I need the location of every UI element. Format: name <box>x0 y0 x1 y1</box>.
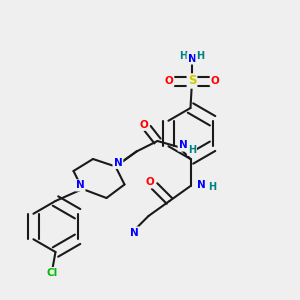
Text: N: N <box>130 227 139 238</box>
Text: O: O <box>211 76 220 86</box>
Text: S: S <box>188 74 196 88</box>
Text: N: N <box>76 180 85 190</box>
Text: N: N <box>178 140 188 151</box>
Text: H: H <box>208 182 216 193</box>
Text: Cl: Cl <box>47 268 58 278</box>
Text: H: H <box>196 51 205 61</box>
Text: O: O <box>146 177 154 188</box>
Text: N: N <box>188 53 196 64</box>
Text: O: O <box>164 76 173 86</box>
Text: N: N <box>196 179 206 190</box>
Text: O: O <box>140 120 148 130</box>
Text: N: N <box>113 158 122 168</box>
Text: H: H <box>188 145 196 155</box>
Text: H: H <box>179 51 188 61</box>
